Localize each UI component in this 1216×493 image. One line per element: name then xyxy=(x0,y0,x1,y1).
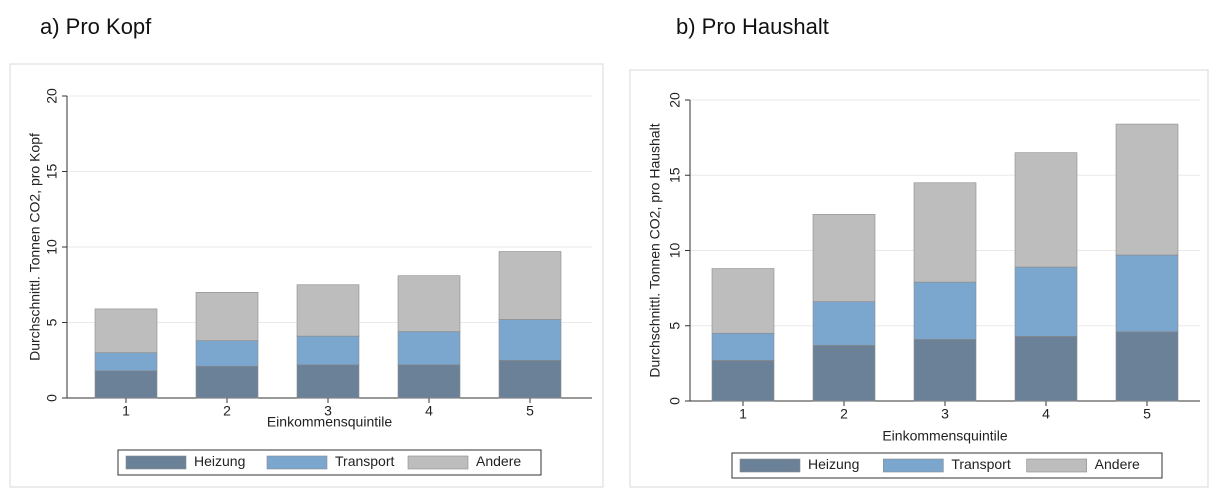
x-tick-label: 1 xyxy=(739,406,747,422)
bar-segment xyxy=(913,182,977,283)
bar-segment xyxy=(195,340,259,367)
bar-segment xyxy=(94,308,158,354)
legend-label: Transport xyxy=(335,453,395,469)
x-tick-label: 3 xyxy=(324,403,332,419)
x-axis-label: Einkommensquintile xyxy=(267,414,392,430)
bar-segment xyxy=(397,364,461,399)
bar-segment xyxy=(397,275,461,332)
y-axis-label: Durchschnittl. Tonnen CO2, pro Haushalt xyxy=(647,123,663,377)
legend-label: Transport xyxy=(951,456,1011,472)
bar-segment xyxy=(711,332,775,361)
y-axis-label: Durchschnittl. Tonnen CO2, pro Kopf xyxy=(27,133,43,361)
x-tick-label: 1 xyxy=(122,403,130,419)
y-tick-label: 15 xyxy=(44,164,60,180)
x-tick-label: 2 xyxy=(223,403,231,419)
x-tick-label: 2 xyxy=(840,406,848,422)
bar-segment xyxy=(812,301,876,346)
legend-swatch xyxy=(883,458,944,473)
y-tick-label: 10 xyxy=(667,243,683,259)
legend-swatch xyxy=(125,455,187,470)
legend-label: Andere xyxy=(476,453,521,469)
legend-swatch xyxy=(266,455,328,470)
y-tick-label: 20 xyxy=(667,92,683,108)
bar-segment xyxy=(913,338,977,402)
bar-segment xyxy=(711,268,775,334)
bar-segment xyxy=(1115,254,1179,333)
bar-segment xyxy=(1115,123,1179,256)
bar-segment xyxy=(296,284,360,337)
panel-title: a) Pro Kopf xyxy=(40,14,152,39)
bar-segment xyxy=(498,319,562,361)
bar-segment xyxy=(1014,335,1078,402)
y-tick-label: 5 xyxy=(44,318,60,326)
x-tick-label: 4 xyxy=(425,403,433,419)
y-tick-label: 15 xyxy=(667,167,683,183)
bar-segment xyxy=(913,281,977,340)
bar-segment xyxy=(94,370,158,399)
bar-segment xyxy=(1014,152,1078,268)
legend-label: Heizung xyxy=(808,456,859,472)
y-tick-label: 20 xyxy=(44,88,60,104)
legend-box xyxy=(117,449,542,476)
bar-segment xyxy=(812,214,876,302)
bar-segment xyxy=(195,291,259,341)
bar-segment xyxy=(296,364,360,399)
bar-segment xyxy=(498,359,562,399)
y-tick-label: 5 xyxy=(667,322,683,330)
bar-segment xyxy=(1115,331,1179,402)
y-tick-label: 0 xyxy=(667,397,683,405)
panel-title: b) Pro Haushalt xyxy=(676,14,829,39)
bar-segment xyxy=(397,331,461,366)
x-tick-label: 5 xyxy=(526,403,534,419)
y-tick-label: 0 xyxy=(44,394,60,402)
bar-segment xyxy=(195,365,259,399)
bar-segment xyxy=(94,352,158,372)
legend-box xyxy=(731,452,1163,479)
bar-segment xyxy=(1014,266,1078,337)
x-axis-label: Einkommensquintile xyxy=(882,428,1007,444)
bar-segment xyxy=(296,335,360,366)
x-tick-label: 3 xyxy=(941,406,949,422)
bar-segment xyxy=(711,360,775,402)
x-tick-label: 5 xyxy=(1143,406,1151,422)
legend-swatch xyxy=(407,455,469,470)
legend-swatch xyxy=(739,458,801,473)
legend-label: Andere xyxy=(1095,456,1140,472)
legend-label: Heizung xyxy=(194,453,245,469)
x-tick-label: 4 xyxy=(1042,406,1050,422)
bar-segment xyxy=(812,345,876,402)
bar-segment xyxy=(498,251,562,320)
legend-swatch xyxy=(1026,458,1087,473)
y-tick-label: 10 xyxy=(44,239,60,255)
